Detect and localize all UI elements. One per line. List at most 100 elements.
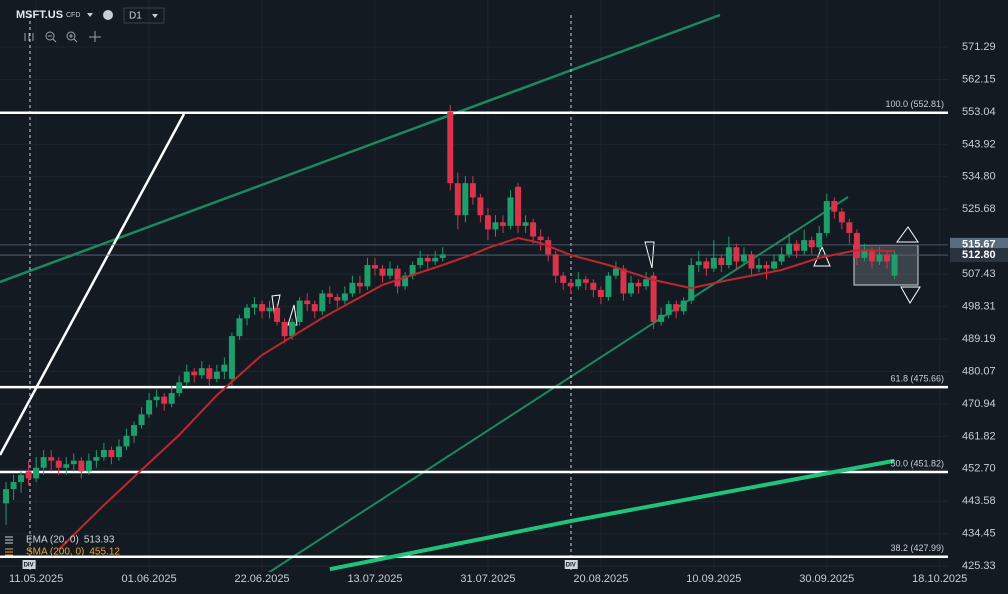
y-tick-label: 534.80 xyxy=(962,171,996,183)
candle-body xyxy=(319,293,326,312)
y-tick-label: 443.58 xyxy=(962,495,996,507)
candle-body xyxy=(93,457,100,461)
candle-body xyxy=(492,222,499,230)
candle-body xyxy=(620,268,627,294)
candle-body xyxy=(10,482,17,490)
price-tag xyxy=(950,248,1008,263)
candle-body xyxy=(537,236,544,241)
trend-line xyxy=(0,13,721,284)
candle-body xyxy=(251,304,258,308)
candle-body xyxy=(454,183,461,216)
indicator-line xyxy=(329,458,895,572)
candle-body xyxy=(364,265,371,287)
candle-body xyxy=(402,275,409,287)
y-tick-label: 525.68 xyxy=(962,203,996,215)
candle-body xyxy=(334,297,341,301)
candle-body xyxy=(665,304,672,315)
candle-body xyxy=(131,425,138,436)
candle-body xyxy=(33,467,40,479)
candle-body xyxy=(816,232,823,248)
candle-body xyxy=(296,300,303,322)
timeframe-select[interactable] xyxy=(123,7,165,24)
candle-body xyxy=(748,254,755,269)
candle-body xyxy=(213,371,220,379)
candle-body xyxy=(710,257,717,269)
candle-body xyxy=(650,275,657,322)
candle-body xyxy=(417,257,424,266)
trend-line xyxy=(0,113,186,456)
event-marker xyxy=(22,560,36,569)
candle-body xyxy=(793,243,800,251)
candle-body xyxy=(85,460,92,472)
y-tick-label: 452.70 xyxy=(962,463,996,475)
candle-body xyxy=(243,307,250,319)
candle-body xyxy=(530,222,537,237)
price-tag-label: 512.80 xyxy=(962,249,996,261)
candle-body xyxy=(18,474,25,483)
y-tick-label: 470.94 xyxy=(962,398,996,410)
x-tick-label: 01.06.2025 xyxy=(122,573,177,585)
instrument: CFD xyxy=(66,12,80,19)
candle-body xyxy=(560,275,567,283)
candle-body xyxy=(786,243,793,255)
candle-body xyxy=(108,449,115,458)
candle-body xyxy=(680,300,687,312)
legend-name: EMA (20, 0) xyxy=(26,535,79,546)
candle-body xyxy=(146,400,153,415)
y-tick-label: 507.43 xyxy=(962,268,996,280)
candle-body xyxy=(688,265,695,301)
candle-body xyxy=(484,215,491,230)
x-tick-label: 18.10.2025 xyxy=(912,573,967,585)
chart-tools[interactable] xyxy=(24,31,101,43)
y-tick-label: 571.29 xyxy=(962,41,996,53)
y-tick-label: 562.15 xyxy=(962,73,996,85)
candle-body xyxy=(846,222,853,233)
candle-body xyxy=(176,382,183,394)
candle-body xyxy=(522,222,529,226)
x-tick-label: 13.07.2025 xyxy=(347,573,402,585)
candle-body xyxy=(733,247,740,262)
candle-body xyxy=(424,257,431,262)
triangle-marker xyxy=(900,286,921,304)
candle-body xyxy=(477,197,484,216)
candle-body xyxy=(138,414,145,426)
fib-label: 50.0 (451.82) xyxy=(890,458,944,468)
candle-body xyxy=(635,282,642,287)
candle-body xyxy=(808,240,815,248)
candle-body xyxy=(48,457,55,461)
candle-body xyxy=(153,396,160,401)
candle-body xyxy=(884,254,891,262)
candle-body xyxy=(3,489,10,504)
candle-body xyxy=(161,396,168,404)
candle-body xyxy=(612,268,619,276)
event-label: DIV xyxy=(24,563,34,569)
candle-body xyxy=(597,289,604,298)
candle-body xyxy=(349,282,356,294)
candle-body xyxy=(236,318,243,337)
candle-body xyxy=(590,282,597,290)
candle-body xyxy=(356,282,363,287)
candle-body xyxy=(221,364,228,372)
dropdown[interactable] xyxy=(87,13,93,17)
candle-body xyxy=(567,282,574,287)
candle-body xyxy=(439,254,446,258)
y-tick-label: 543.92 xyxy=(962,138,996,150)
candle-body xyxy=(575,279,582,287)
fib-label: 61.8 (475.66) xyxy=(890,374,944,384)
y-tick-label: 480.07 xyxy=(962,365,996,377)
candle-body xyxy=(763,265,770,269)
y-tick-label: 498.31 xyxy=(962,301,996,313)
candle-body xyxy=(311,304,318,312)
candle-body xyxy=(168,393,175,404)
info-icon[interactable] xyxy=(103,10,113,20)
candle-body xyxy=(643,279,650,287)
candle-body xyxy=(469,183,476,198)
candle-body xyxy=(387,268,394,276)
candle-body xyxy=(838,211,845,223)
symbol[interactable]: MSFT.US xyxy=(16,9,63,21)
candle-body xyxy=(281,321,288,337)
candle-body xyxy=(545,240,552,255)
dropdown[interactable] xyxy=(152,14,158,18)
